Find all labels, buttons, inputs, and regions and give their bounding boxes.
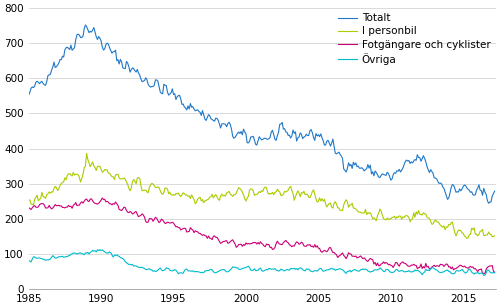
Line: Totalt: Totalt	[28, 25, 494, 203]
Totalt	[26, 93, 32, 97]
I personbil	[142, 188, 148, 192]
I personbil	[146, 186, 152, 189]
Line: I personbil: I personbil	[28, 153, 494, 238]
I personbil	[160, 192, 166, 196]
Totalt	[154, 78, 160, 82]
I personbil	[464, 237, 470, 240]
Fotgängare och cyklister	[26, 206, 32, 209]
I personbil	[492, 234, 498, 238]
Övriga	[142, 266, 148, 270]
Övriga	[300, 268, 306, 271]
Fotgängare och cyklister	[146, 217, 152, 221]
Fotgängare och cyklister	[300, 241, 306, 245]
Legend: Totalt, I personbil, Fotgängare och cyklister, Övriga: Totalt, I personbil, Fotgängare och cykl…	[338, 13, 490, 65]
Fotgängare och cyklister	[142, 215, 148, 219]
I personbil	[154, 186, 160, 189]
Line: Övriga: Övriga	[28, 250, 494, 275]
Fotgängare och cyklister	[154, 216, 160, 220]
Totalt	[146, 84, 152, 88]
Totalt	[142, 79, 148, 82]
Övriga	[146, 267, 152, 270]
I personbil	[84, 152, 89, 155]
Fotgängare och cyklister	[160, 218, 166, 222]
Fotgängare och cyklister	[492, 270, 498, 274]
Totalt	[486, 201, 492, 205]
Fotgängare och cyklister	[482, 272, 488, 275]
Övriga	[160, 269, 166, 273]
Övriga	[481, 274, 487, 277]
I personbil	[51, 187, 57, 190]
Övriga	[492, 271, 498, 275]
Totalt	[82, 23, 88, 27]
Övriga	[97, 248, 103, 252]
Övriga	[154, 269, 160, 273]
Totalt	[51, 60, 57, 64]
Line: Fotgängare och cyklister: Fotgängare och cyklister	[28, 198, 494, 274]
Övriga	[51, 255, 57, 258]
Övriga	[26, 258, 32, 262]
Totalt	[300, 137, 306, 140]
Fotgängare och cyklister	[100, 196, 105, 200]
I personbil	[300, 191, 306, 195]
Totalt	[492, 189, 498, 193]
Fotgängare och cyklister	[51, 205, 57, 209]
I personbil	[26, 198, 32, 202]
Totalt	[160, 92, 166, 95]
